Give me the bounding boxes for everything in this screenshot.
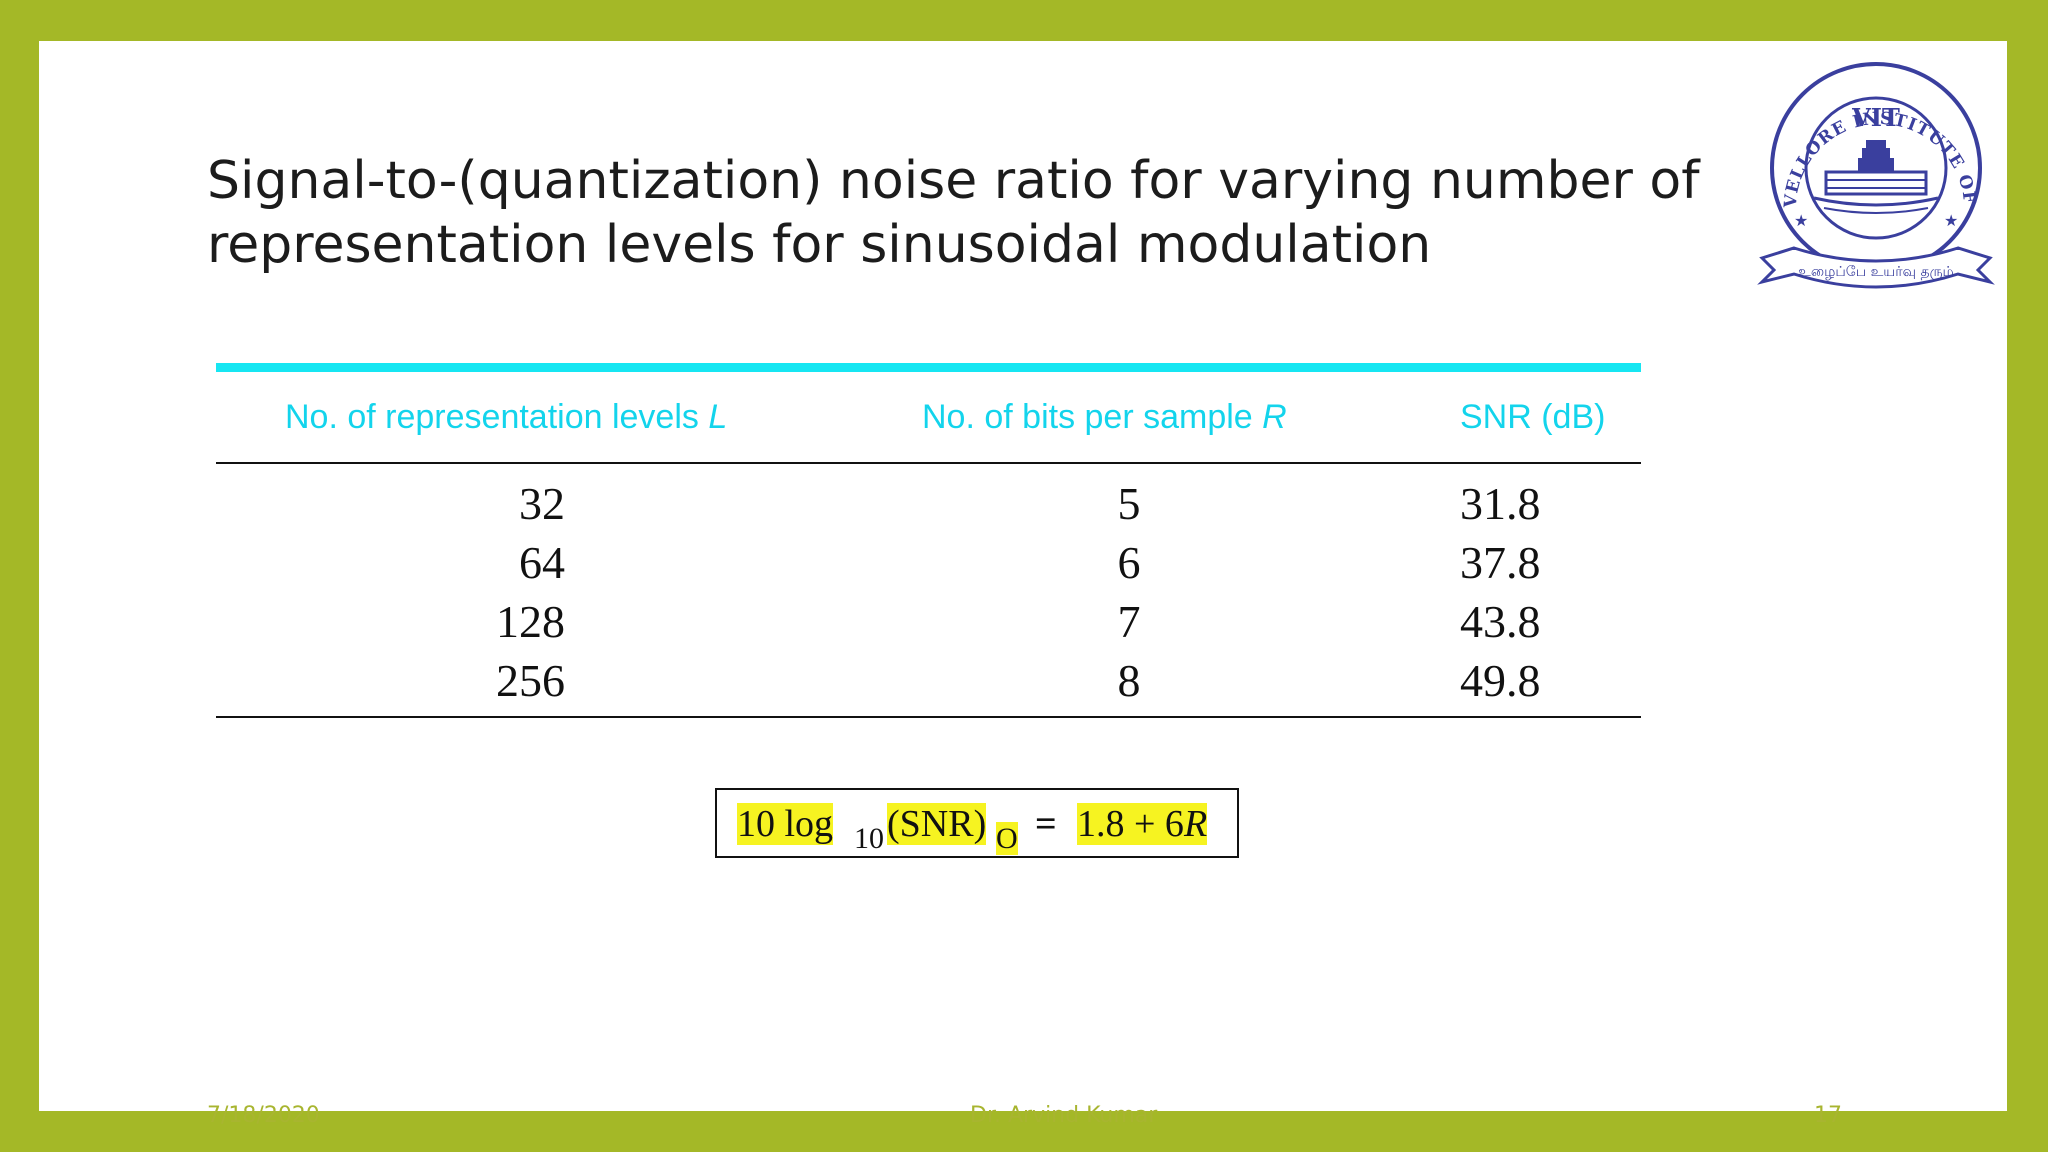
star-icon: ★	[1794, 211, 1808, 230]
cell-levels: 32	[519, 478, 565, 529]
footer-page-number: 17	[1814, 1103, 1842, 1128]
cell-levels: 256	[496, 655, 565, 706]
cell-snr: 31.8	[1460, 478, 1541, 529]
logo-banner-text: உழைப்பே உயர்வு தரும்	[1798, 264, 1954, 280]
formula-lhs-prefix: 10 log	[737, 803, 834, 845]
formula-equals: =	[1035, 803, 1057, 845]
table-row: 256 8 49.8	[216, 651, 1641, 710]
header-levels: No. of representation levels L	[285, 398, 728, 436]
slide-title: Signal-to-(quantization) noise ratio for…	[207, 151, 1700, 275]
header-snr: SNR (dB)	[1460, 398, 1606, 436]
formula-rhs: 1.8 + 6R	[1077, 803, 1208, 845]
table-body: 32 5 31.8 64 6 37.8 128 7 43.8 256 8 49.…	[216, 464, 1641, 718]
star-icon: ★	[1944, 211, 1958, 230]
formula-snr-subscript: O	[996, 822, 1018, 855]
cell-levels: 64	[519, 537, 565, 588]
snr-formula: 10 log 10 (SNR) O = 1.8 + 6R	[715, 788, 1239, 858]
cell-bits: 6	[1117, 537, 1141, 588]
table-header-row: No. of representation levels L No. of bi…	[216, 372, 1641, 464]
table-row: 128 7 43.8	[216, 592, 1641, 651]
cell-bits: 7	[1117, 596, 1141, 647]
table-accent-bar	[216, 363, 1641, 372]
snr-table: No. of representation levels L No. of bi…	[216, 363, 1641, 718]
cell-snr: 49.8	[1460, 655, 1541, 706]
cell-snr: 37.8	[1460, 537, 1541, 588]
logo-center-text: VIT	[1851, 103, 1900, 132]
formula-log-base: 10	[854, 822, 884, 855]
formula-snr: (SNR)	[887, 803, 987, 845]
table-row: 64 6 37.8	[216, 533, 1641, 592]
footer-date: 7/18/2020	[207, 1103, 320, 1128]
temple-icon	[1813, 140, 1939, 214]
cell-levels: 128	[496, 596, 565, 647]
cell-bits: 5	[1117, 478, 1141, 529]
logo-banner	[1757, 246, 1995, 289]
header-bits: No. of bits per sample R	[922, 398, 1287, 436]
table-row: 32 5 31.8	[216, 474, 1641, 533]
footer-author: Dr. Arvind Kumar	[970, 1103, 1158, 1128]
cell-bits: 8	[1117, 655, 1141, 706]
cell-snr: 43.8	[1460, 596, 1541, 647]
slide: Signal-to-(quantization) noise ratio for…	[39, 41, 2007, 1128]
vit-logo: VELLORE INSTITUTE OF TECHNOLOGY VIT ★ ★ …	[1754, 48, 1995, 289]
